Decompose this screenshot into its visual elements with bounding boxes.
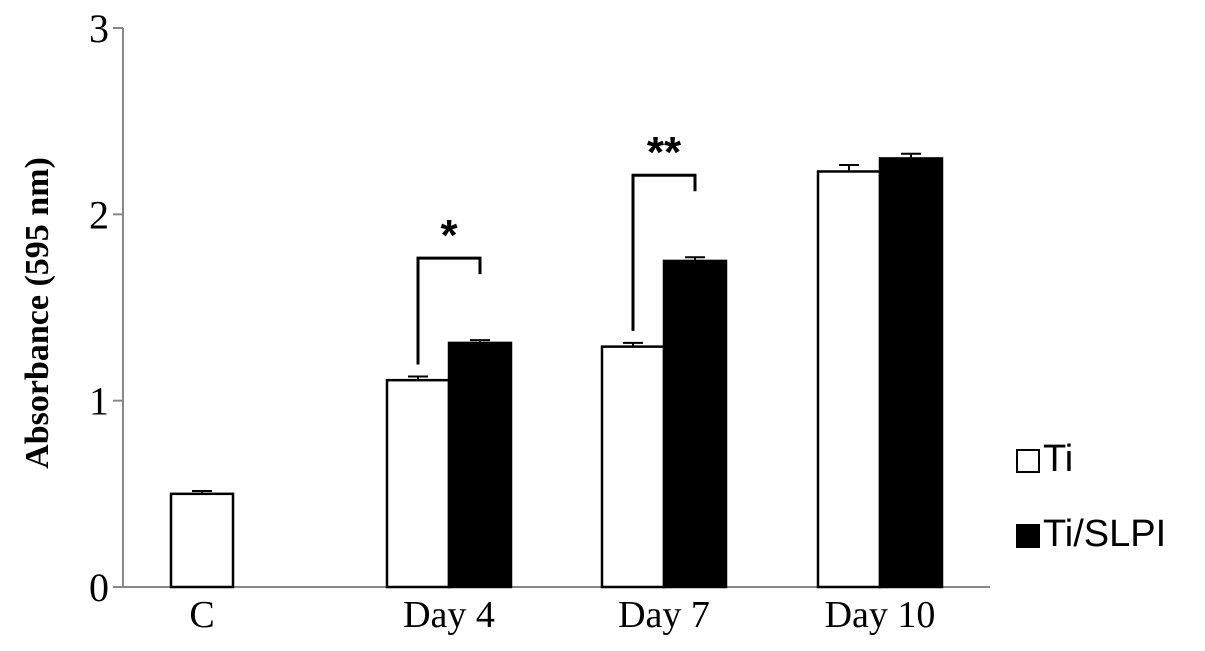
- y-axis-title: Absorbance (595 nm): [19, 157, 56, 469]
- significance-bracket: [631, 173, 697, 331]
- y-tick-label: 3: [89, 6, 109, 51]
- legend-label: Ti/SLPI: [1043, 513, 1166, 555]
- y-tick-label: 2: [89, 192, 109, 237]
- bar-ti-slpi: [447, 341, 513, 589]
- bar-ti: [816, 170, 882, 589]
- legend-label: Ti: [1043, 438, 1073, 480]
- x-category-label: Day 7: [618, 594, 710, 636]
- bar-ti: [600, 345, 666, 589]
- bar-ti-slpi: [878, 157, 944, 589]
- significance-label: **: [647, 128, 682, 177]
- y-tick-label: 0: [89, 565, 109, 610]
- x-category-label: C: [189, 594, 214, 636]
- bar-ti: [385, 378, 451, 589]
- x-category-label: Day 10: [825, 594, 936, 636]
- bar-ti: [169, 492, 235, 589]
- x-category-label: Day 4: [403, 594, 495, 636]
- legend-swatch: [1016, 449, 1040, 473]
- bar-ti-slpi: [662, 259, 728, 589]
- significance-bracket: [416, 256, 482, 365]
- significance-label: *: [440, 211, 458, 260]
- legend-swatch: [1016, 524, 1040, 548]
- y-tick-label: 1: [89, 379, 109, 424]
